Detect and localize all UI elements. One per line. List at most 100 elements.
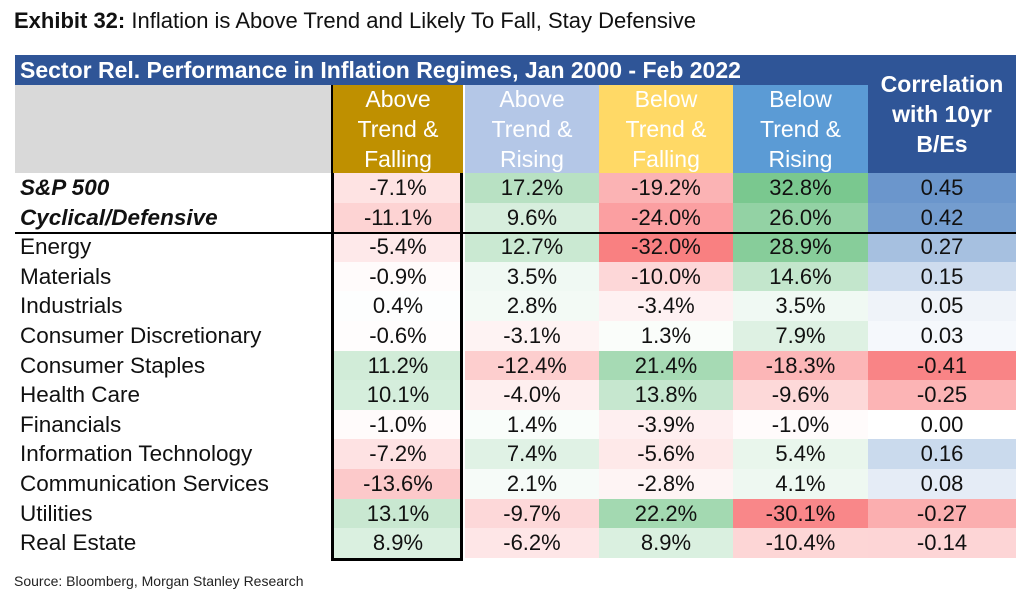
column-header-line: Rising <box>500 146 564 172</box>
value-cell: 11.2% <box>333 350 463 381</box>
row-label: Real Estate <box>20 530 137 556</box>
column-header-line: Below <box>634 86 698 112</box>
value-cell: -7.2% <box>333 439 463 469</box>
correlation-cell: 0.00 <box>868 409 1016 440</box>
value-cell: -6.2% <box>465 528 599 558</box>
column-header: Above Trend & Rising <box>465 85 599 173</box>
column-header-line: Trend & <box>760 116 841 142</box>
value-cell: 1.3% <box>599 321 733 351</box>
table-row: Health Care 10.1% -4.0% 13.8% -9.6% -0.25 <box>15 380 1016 410</box>
value-cell: -24.0% <box>599 202 733 233</box>
value-cell: -9.6% <box>733 380 868 410</box>
table-row: Consumer Discretionary -0.6% -3.1% 1.3% 7.9%… <box>15 321 1016 351</box>
value-cell: -12.4% <box>465 350 599 381</box>
value-cell: -1.0% <box>333 409 463 440</box>
value-cell: 2.8% <box>465 291 599 321</box>
value-cell: 2.1% <box>465 469 599 499</box>
header-blank-cell <box>15 85 333 173</box>
row-label: Materials <box>20 263 112 289</box>
value-cell: 14.6% <box>733 261 868 292</box>
value-cell: 12.7% <box>465 232 599 262</box>
value-cell: 4.1% <box>733 469 868 499</box>
table-title-banner: Sector Rel. Performance in Inflation Reg… <box>15 55 868 85</box>
correlation-header-line: with 10yr <box>892 101 992 127</box>
value-cell: 8.9% <box>333 528 463 558</box>
value-cell: 17.2% <box>465 173 599 203</box>
value-cell: -19.2% <box>599 173 733 203</box>
table-row: Communication Services -13.6% 2.1% -2.8% 4.1… <box>15 469 1016 499</box>
value-cell: 7.4% <box>465 439 599 469</box>
column-header-line: Falling <box>364 146 432 172</box>
row-label: Communication Services <box>20 471 269 496</box>
value-cell: 22.2% <box>599 498 733 529</box>
row-label: Utilities <box>20 500 93 526</box>
value-cell: -5.4% <box>333 232 463 262</box>
value-cell: 13.8% <box>599 380 733 410</box>
column-header: Below Trend & Falling <box>599 85 733 173</box>
source-note: Source: Bloomberg, Morgan Stanley Resear… <box>14 573 304 589</box>
value-cell: -5.6% <box>599 439 733 469</box>
value-cell: 7.9% <box>733 321 868 351</box>
row-label: Cyclical/Defensive <box>20 204 218 230</box>
group-separator <box>15 232 1016 234</box>
row-label: Industrials <box>20 293 123 319</box>
row-label: Energy <box>20 234 92 260</box>
value-cell: -32.0% <box>599 232 733 262</box>
value-cell: -13.6% <box>333 469 463 499</box>
column-header: Above Trend & Falling <box>333 85 463 173</box>
value-cell: 5.4% <box>733 439 868 469</box>
value-cell: 26.0% <box>733 202 868 233</box>
row-label: S&P 500 <box>20 175 110 200</box>
table-row: Financials -1.0% 1.4% -3.9% -1.0% 0.00 <box>15 409 1016 440</box>
value-cell: 28.9% <box>733 232 868 262</box>
value-cell: -30.1% <box>733 498 868 529</box>
value-cell: 3.5% <box>733 291 868 321</box>
exhibit-label: Exhibit 32: <box>14 8 126 33</box>
correlation-cell: -0.41 <box>868 350 1016 381</box>
column-header-line: Falling <box>632 146 700 172</box>
correlation-cell: -0.27 <box>868 498 1016 529</box>
value-cell: 1.4% <box>465 409 599 440</box>
value-cell: 13.1% <box>333 498 463 529</box>
value-cell: -18.3% <box>733 350 868 381</box>
table-row: Energy -5.4% 12.7% -32.0% 28.9% 0.27 <box>15 232 1016 262</box>
value-cell: -0.9% <box>333 261 463 292</box>
correlation-header-line: Correlation <box>880 71 1004 97</box>
value-cell: 21.4% <box>599 350 733 381</box>
table-row: Consumer Staples 11.2% -12.4% 21.4% -18.3% -0… <box>15 350 1016 381</box>
correlation-cell: 0.27 <box>868 232 1016 262</box>
column-header-line: Trend & <box>491 116 573 142</box>
value-cell: -0.6% <box>333 321 463 351</box>
value-cell: 9.6% <box>465 202 599 233</box>
correlation-cell: 0.15 <box>868 261 1016 292</box>
table-row: Information Technology -7.2% 7.4% -5.6% 5.4%… <box>15 439 1016 469</box>
correlation-cell: 0.45 <box>868 173 1016 203</box>
value-cell: 32.8% <box>733 173 868 203</box>
column-header-line: Above <box>499 86 565 112</box>
value-cell: 3.5% <box>465 261 599 292</box>
column-header-line: Trend & <box>625 116 707 142</box>
table-row: Materials -0.9% 3.5% -10.0% 14.6% 0.15 <box>15 261 1016 292</box>
row-label: Consumer Staples <box>20 352 206 378</box>
correlation-header-line: B/Es <box>916 131 968 157</box>
value-cell: -3.4% <box>599 291 733 321</box>
value-cell: -9.7% <box>465 498 599 529</box>
value-cell: -7.1% <box>333 173 463 203</box>
column-header-line: Rising <box>768 146 833 172</box>
row-label: Information Technology <box>20 441 253 467</box>
value-cell: 10.1% <box>333 380 463 410</box>
exhibit-title-text: Inflation is Above Trend and Likely To F… <box>131 8 696 33</box>
value-cell: -2.8% <box>599 469 733 499</box>
value-cell: -1.0% <box>733 409 868 440</box>
value-cell: -10.0% <box>599 261 733 292</box>
table-row: Cyclical/Defensive -11.1% 9.6% -24.0% 26.0% 0… <box>15 202 1016 233</box>
column-header-line: Below <box>769 86 832 112</box>
value-cell: -10.4% <box>733 528 868 558</box>
value-cell: -11.1% <box>333 202 463 233</box>
value-cell: 0.4% <box>333 291 463 321</box>
column-header-line: Above <box>365 86 431 112</box>
value-cell: -3.9% <box>599 409 733 440</box>
correlation-cell: 0.42 <box>868 202 1016 233</box>
correlation-cell: -0.25 <box>868 380 1016 410</box>
table-row: S&P 500 -7.1% 17.2% -19.2% 32.8% 0.45 <box>15 173 1016 203</box>
